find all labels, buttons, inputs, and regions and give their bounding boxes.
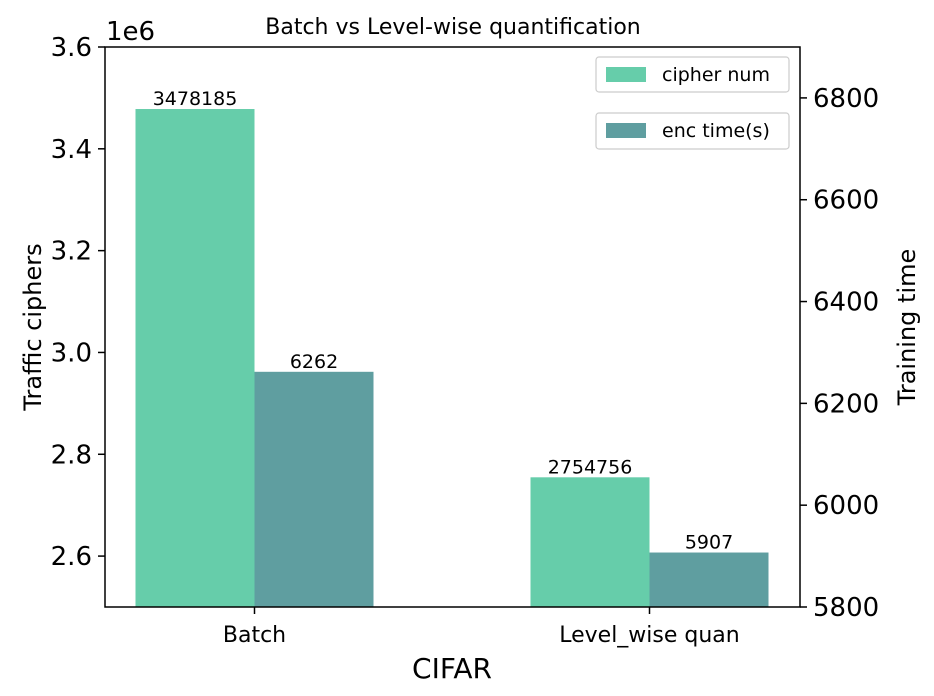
bar-labels-layer: 3478185 6262 2754756 5907 (153, 88, 733, 554)
y-axis-left-label: Traffic ciphers (19, 243, 47, 411)
bar-value-label: 2754756 (548, 456, 633, 478)
legend-box (595, 112, 790, 150)
x-axis-label: CIFAR (412, 652, 492, 685)
plot-frame (104, 46, 801, 608)
right-tick-label: 6000 (813, 491, 879, 521)
chart-title: Batch vs Level-wise quantification (265, 15, 640, 40)
left-axis: 2.6 2.8 3.0 3.2 3.4 3.6 (51, 33, 105, 572)
bar-cipher-num-0 (135, 109, 255, 608)
legend-swatch (606, 123, 646, 138)
legend-enc-time: enc time(s) (595, 112, 790, 150)
right-tick-label: 6400 (813, 288, 879, 318)
right-tick-label: 5800 (813, 593, 879, 623)
left-tick-label: 3.2 (51, 237, 92, 267)
bar-value-label: 3478185 (153, 88, 238, 110)
bar-enc-time-s-0 (254, 371, 374, 607)
y-axis-right-label: Training time (893, 249, 921, 407)
legend-label: cipher num (662, 64, 770, 86)
left-tick-label: 3.4 (51, 135, 92, 165)
right-tick-label: 6800 (813, 84, 879, 114)
bar-cipher-num-1 (530, 477, 650, 607)
legend-box (595, 56, 790, 93)
bar-enc-time-s-1 (649, 552, 769, 607)
bar-value-label: 6262 (290, 351, 338, 373)
legend-cipher-num: cipher num (595, 56, 790, 93)
left-tick-label: 2.6 (51, 542, 92, 572)
legend-label: enc time(s) (662, 120, 770, 142)
x-tick-label: Batch (223, 623, 286, 648)
x-axis: Batch Level_wise quan (223, 607, 740, 648)
x-tick-label: Level_wise quan (559, 623, 740, 648)
left-axis-multiplier: 1e6 (106, 17, 155, 47)
right-axis: 5800 6000 6200 6400 6600 6800 (800, 84, 879, 623)
right-tick-label: 6600 (813, 186, 879, 216)
left-tick-label: 3.0 (51, 338, 92, 368)
legend-swatch (606, 67, 646, 82)
bar-value-label: 5907 (685, 532, 733, 554)
left-tick-label: 2.8 (51, 440, 92, 470)
right-tick-label: 6200 (813, 389, 879, 419)
left-tick-label: 3.6 (51, 33, 92, 63)
bars-layer (135, 109, 769, 608)
